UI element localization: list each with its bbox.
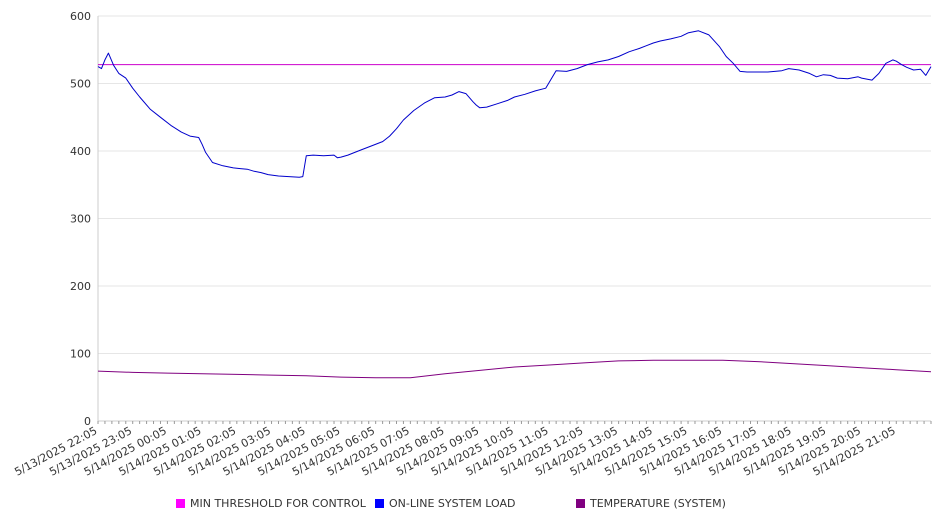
legend-item-min-threshold[interactable]: MIN THRESHOLD FOR CONTROL [176,497,366,510]
y-tick-label: 0 [84,415,91,428]
y-axis: 0 100 200 300 400 500 600 [70,10,99,428]
series-lines [97,30,932,379]
legend-swatch-temperature [576,499,585,508]
legend-label-min-threshold: MIN THRESHOLD FOR CONTROL [190,497,366,510]
y-tick-label: 100 [70,348,91,361]
y-tick-label: 600 [70,10,91,23]
y-tick-label: 500 [70,78,91,91]
legend-swatch-min-threshold [176,499,185,508]
x-axis: 5/13/2025 22:055/13/2025 23:055/14/2025 … [12,420,932,479]
grid-lines [98,15,931,422]
legend: MIN THRESHOLD FOR CONTROL ON-LINE SYSTEM… [0,497,946,515]
series-line-system-load [97,30,932,178]
legend-swatch-system-load [375,499,384,508]
y-tick-label: 400 [70,145,91,158]
y-tick-label: 300 [70,213,91,226]
y-tick-label: 200 [70,280,91,293]
series-line-temperature [97,359,932,379]
legend-label-temperature: TEMPERATURE (SYSTEM) [590,497,726,510]
legend-item-temperature[interactable]: TEMPERATURE (SYSTEM) [576,497,726,510]
legend-label-system-load: ON-LINE SYSTEM LOAD [389,497,516,510]
legend-item-system-load[interactable]: ON-LINE SYSTEM LOAD [375,497,515,510]
